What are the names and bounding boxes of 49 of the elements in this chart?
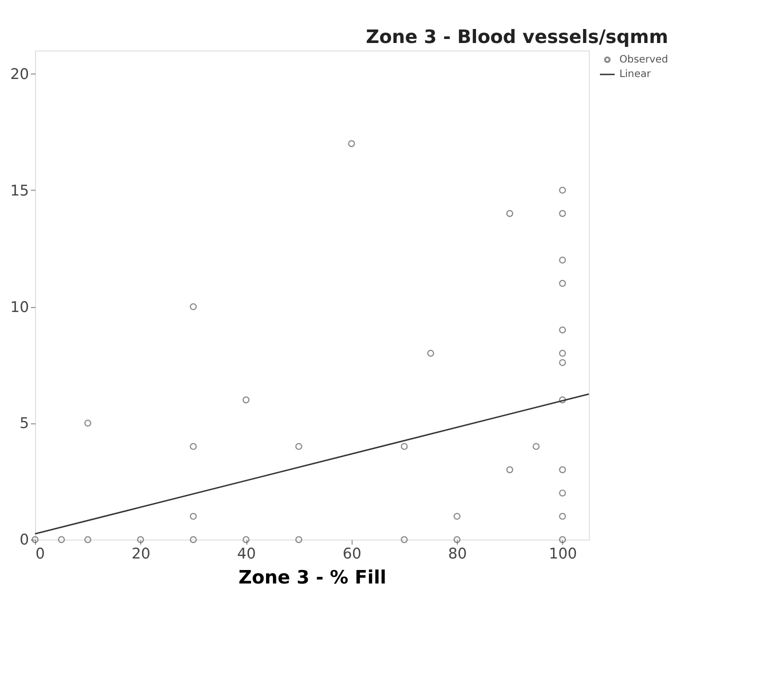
x-tick-label: 20	[132, 546, 150, 563]
point	[559, 210, 566, 217]
y-tick-label: 20	[10, 66, 30, 83]
point	[559, 536, 566, 544]
y-tick-label: 5	[20, 415, 30, 432]
point	[506, 466, 514, 474]
point	[190, 303, 197, 310]
point	[559, 359, 566, 366]
point	[190, 536, 197, 544]
point	[454, 536, 460, 544]
x-tick-label: 40	[237, 546, 256, 563]
point	[559, 396, 566, 404]
point	[559, 186, 566, 194]
x-tick-label: 0	[36, 546, 45, 563]
point	[295, 536, 302, 544]
point	[58, 536, 65, 544]
point	[559, 280, 566, 287]
y-tick-label: 15	[10, 182, 30, 200]
point	[242, 396, 250, 404]
x-tick-label: 100	[548, 546, 578, 563]
point	[348, 140, 355, 148]
point	[84, 420, 92, 427]
x-axis-title: Zone 3 - % Fill	[238, 567, 386, 588]
point	[242, 536, 250, 544]
point	[532, 442, 540, 450]
point	[190, 512, 197, 520]
point	[559, 466, 566, 474]
point	[32, 536, 39, 544]
x-tick-label: 60	[342, 546, 362, 563]
point	[400, 536, 408, 544]
point	[559, 350, 566, 357]
point	[137, 536, 144, 544]
point	[84, 536, 92, 544]
x-tick-label: 80	[448, 546, 467, 563]
y-tick-label: 10	[10, 298, 30, 316]
legend-label: Observed	[619, 54, 668, 66]
point	[559, 326, 566, 334]
point	[559, 490, 566, 497]
point	[190, 442, 197, 450]
point	[295, 442, 302, 450]
y-tick-label: 0	[20, 532, 30, 549]
point	[427, 350, 434, 357]
point	[454, 512, 460, 520]
point	[400, 442, 408, 450]
point	[506, 210, 514, 217]
point	[559, 512, 566, 520]
legend-label: Linear	[619, 69, 652, 80]
chart-title: Zone 3 - Blood vessels/sqmm	[366, 27, 668, 48]
point	[559, 256, 566, 264]
